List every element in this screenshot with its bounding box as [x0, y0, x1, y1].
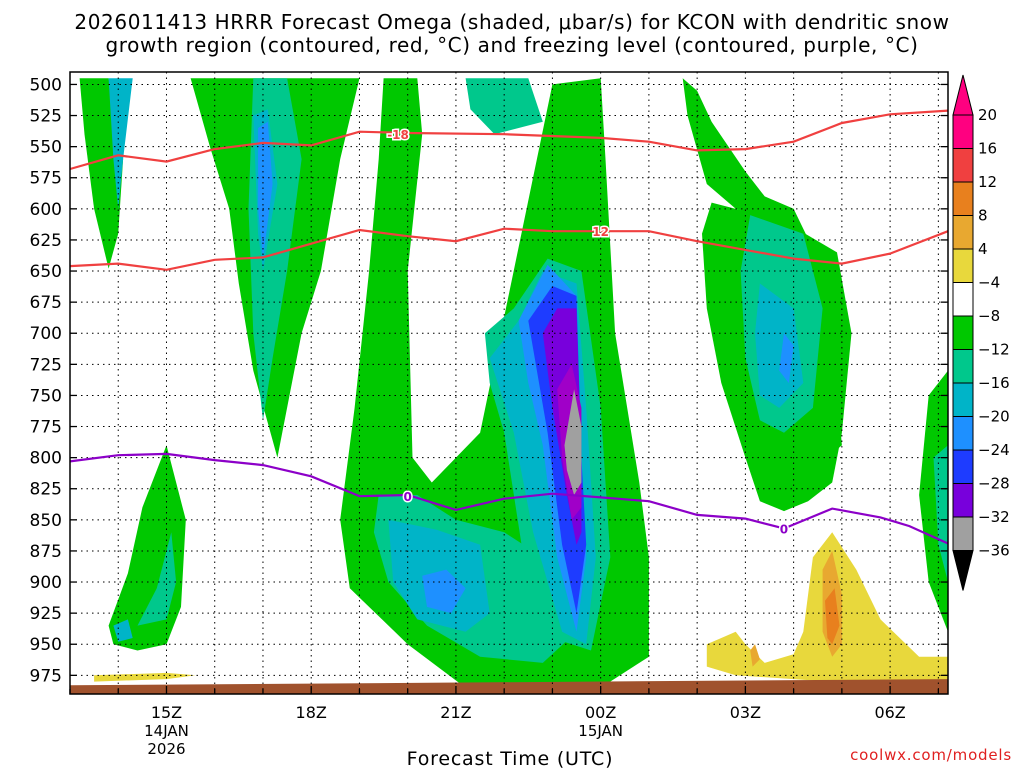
y-tick-label-850: 850 [30, 511, 62, 531]
colorbar-label-6: −8 [978, 307, 1000, 325]
contours: -18 12 0 0 [69, 109, 949, 545]
y-tick-label-925: 925 [30, 604, 62, 624]
contour-label-0C-1: 0 [780, 523, 788, 537]
y-axis: 500 525 550 575 600 625 650 675 700 725 750 775 800 8… [30, 75, 948, 686]
chart-title-line2: growth region (contoured, red, °C) and f… [105, 33, 918, 57]
y-tick-label-650: 650 [30, 262, 62, 282]
colorbar-swatch-2 [952, 181, 974, 216]
colorbar-label-2: 12 [978, 173, 997, 191]
x-tick-label-15Z: 15Z [151, 703, 182, 722]
y-tick-label-700: 700 [30, 324, 62, 344]
colorbar-label-11: −28 [978, 475, 1010, 493]
chart-title-line1: 2026011413 HRRR Forecast Omega (shaded, … [74, 10, 949, 34]
contour--18C [69, 109, 949, 171]
y-tick-label-525: 525 [30, 107, 62, 127]
colorbar-swatch-6 [952, 315, 974, 350]
omega-region-m12-6 [933, 445, 948, 582]
y-tick-label-825: 825 [30, 480, 62, 500]
colorbar-arrow-top [952, 74, 974, 116]
colorbar-label-4: 4 [978, 240, 988, 258]
y-tick-label-625: 625 [30, 231, 62, 251]
colorbar-swatch-4 [952, 248, 974, 283]
colorbar-label-1: 16 [978, 140, 997, 158]
plot-frame [69, 71, 949, 695]
y-tick-label-900: 900 [30, 573, 62, 593]
omega-region-m20-0 [258, 121, 273, 259]
y-tick-label-575: 575 [30, 169, 62, 189]
colorbar-label-5: −4 [978, 274, 1000, 292]
terrain [70, 679, 948, 694]
contour--12C [69, 227, 949, 271]
colorbar-label-10: −24 [978, 441, 1010, 459]
x-tick-year-15Z: 2026 [147, 740, 185, 758]
y-tick-label-600: 600 [30, 200, 62, 220]
y-tick-label-675: 675 [30, 293, 62, 313]
colorbar-arrow-bottom [952, 550, 974, 591]
colorbar-swatch-3 [952, 215, 974, 250]
x-tick-label-21Z: 21Z [440, 703, 471, 722]
terrain-band [70, 679, 948, 694]
y-tick-label-975: 975 [30, 666, 62, 686]
contour-label--12C-0: 12 [592, 225, 609, 239]
x-tick-date-00Z: 15JAN [578, 722, 623, 740]
contour-label--18C-0: -18 [387, 128, 409, 142]
omega-region-m16-4 [755, 283, 804, 408]
colorbar-swatch-1 [952, 148, 974, 183]
grid [69, 72, 948, 694]
x-tick-label-06Z: 06Z [874, 703, 905, 722]
colorbar-swatch-0 [952, 114, 974, 149]
colorbar-label-12: −32 [978, 508, 1010, 526]
colorbar-label-0: 20 [978, 106, 997, 124]
colorbar-label-9: −20 [978, 408, 1010, 426]
colorbar-label-8: −16 [978, 374, 1010, 392]
colorbar-label-3: 8 [978, 207, 988, 225]
colorbar-swatch-5 [952, 282, 974, 317]
x-tick-label-03Z: 03Z [730, 703, 761, 722]
omega-shading [79, 78, 948, 694]
x-axis-label: Forecast Time (UTC) [407, 748, 614, 768]
colorbar-swatch-8 [952, 382, 974, 417]
y-tick-label-550: 550 [30, 138, 62, 158]
omega-region-4-0 [94, 672, 196, 682]
omega-region-8-1 [750, 644, 760, 667]
colorbar-swatch-10 [952, 449, 974, 484]
y-tick-label-950: 950 [30, 635, 62, 655]
omega-region-m20-3 [779, 333, 794, 383]
contour-0C [69, 452, 949, 545]
y-tick-label-750: 750 [30, 386, 62, 406]
colorbar-label-13: −36 [978, 542, 1010, 560]
omega-region-12-0 [825, 588, 840, 645]
y-tick-label-725: 725 [30, 355, 62, 375]
omega-region-m16-0 [108, 78, 133, 209]
x-tick-label-18Z: 18Z [296, 703, 327, 722]
colorbar-swatch-7 [952, 349, 974, 384]
colorbar-label-7: −12 [978, 341, 1010, 359]
colorbar: 20 16 12 8 4 −4 −8 −12 −16 −20 −24 −28 −32 −36 [952, 74, 1010, 591]
omega-region-m8-4 [682, 78, 842, 458]
omega-region-m20-1 [422, 569, 466, 614]
omega-region-m8-6 [919, 370, 948, 632]
y-tick-label-875: 875 [30, 542, 62, 562]
watermark[interactable]: coolwx.com/models [850, 746, 1012, 764]
contour-label-0C-0: 0 [404, 490, 412, 504]
colorbar-swatch-9 [952, 416, 974, 451]
colorbar-swatch-11 [952, 483, 974, 518]
omega-region-m12-4 [137, 532, 177, 626]
y-tick-label-800: 800 [30, 449, 62, 469]
colorbar-swatch-12 [952, 516, 974, 551]
y-tick-label-775: 775 [30, 418, 62, 438]
x-tick-date-15Z: 14JAN [144, 722, 189, 740]
y-tick-label-500: 500 [30, 75, 62, 95]
x-tick-label-00Z: 00Z [585, 703, 616, 722]
omega-region-m16-5 [113, 619, 133, 642]
omega-region-m36-0 [564, 389, 582, 495]
